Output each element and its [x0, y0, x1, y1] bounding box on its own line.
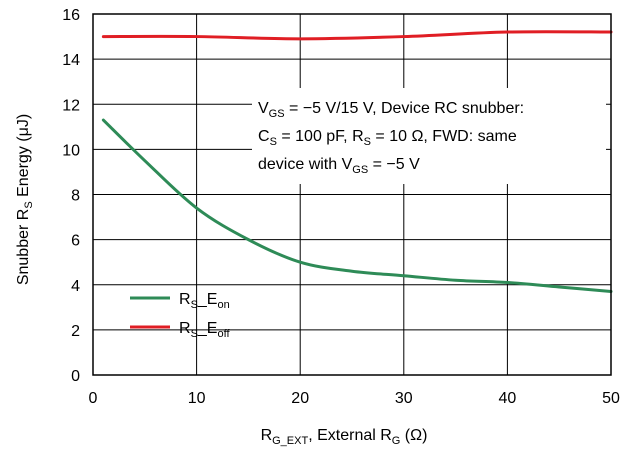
y-tick-label: 12	[62, 97, 80, 114]
grid	[92, 13, 612, 376]
y-tick-label: 16	[62, 7, 80, 24]
legend-label: RS_Eoff	[179, 320, 230, 340]
plot-frame	[92, 13, 612, 376]
legend-label: RS_Eon	[179, 291, 230, 311]
y-tick-labels: 0 2 4 6 8 10 12 14 16	[62, 7, 80, 385]
legend-label-part: off	[217, 328, 230, 340]
y-tick-label: 6	[71, 233, 80, 250]
legend-label-part: on	[217, 299, 229, 311]
x-axis-label-part: G_EXT	[272, 435, 308, 447]
annotation-text: GS	[352, 164, 368, 176]
annotation-text: S	[364, 136, 371, 148]
x-tick-label: 20	[291, 390, 309, 407]
annotation-line-1: VGS = −5 V/15 V, Device RC snubber:	[258, 100, 524, 120]
x-axis-label: RG_EXT, External RG (Ω)	[261, 427, 428, 447]
x-tick-labels: 0 10 20 30 40 50	[89, 390, 620, 407]
y-axis-label: Snubber RS Energy (μJ)	[15, 114, 35, 285]
series-line-eoff	[101, 30, 613, 41]
series-lines	[101, 30, 613, 294]
legend-label-part: _E	[197, 320, 218, 337]
annotation-text: = 100 pF, R	[277, 128, 364, 145]
legend-label-part: S	[191, 328, 198, 340]
y-tick-label: 8	[71, 188, 80, 205]
y-axis-label-part: Energy (μJ)	[15, 114, 32, 201]
x-tick-label: 50	[602, 390, 620, 407]
annotation-text: device with V	[258, 156, 353, 173]
annotation-text: GS	[269, 108, 285, 120]
y-tick-label: 2	[71, 323, 80, 340]
annotation-background	[252, 88, 606, 184]
y-tick-label: 4	[71, 278, 80, 295]
legend-label-part: R	[179, 291, 191, 308]
annotation-text: = −5 V	[368, 156, 420, 173]
annotation-line-3: device with VGS = −5 V	[258, 156, 420, 176]
x-axis-label-part: G	[392, 435, 401, 447]
annotation-text: S	[270, 136, 277, 148]
y-tick-label: 10	[62, 142, 80, 159]
legend-label-part: R	[179, 320, 191, 337]
annotation-text: = −5 V/15 V, Device RC snubber:	[285, 100, 525, 117]
y-axis-label-part: Snubber R	[15, 209, 32, 286]
x-tick-label: 10	[188, 390, 206, 407]
series-line-eon	[101, 118, 613, 294]
y-tick-label: 0	[71, 368, 80, 385]
x-tick-label: 30	[395, 390, 413, 407]
x-axis-label-part: (Ω)	[400, 427, 427, 444]
legend-label-part: _E	[197, 291, 218, 308]
annotation: VGS = −5 V/15 V, Device RC snubber:CS = …	[258, 100, 524, 176]
x-tick-label: 40	[499, 390, 517, 407]
x-tick-label: 0	[89, 390, 98, 407]
x-axis-label-part: R	[261, 427, 273, 444]
x-axis-label-part: , External R	[308, 427, 392, 444]
annotation-text: = 10 Ω, FWD: same	[371, 128, 517, 145]
y-tick-label: 14	[62, 52, 80, 69]
annotation-text: C	[258, 128, 270, 145]
annotation-line-2: CS = 100 pF, RS = 10 Ω, FWD: same	[258, 128, 517, 148]
annotation-text: V	[258, 100, 269, 117]
legend-label-part: S	[191, 299, 198, 311]
y-axis-label-part: S	[23, 201, 35, 208]
